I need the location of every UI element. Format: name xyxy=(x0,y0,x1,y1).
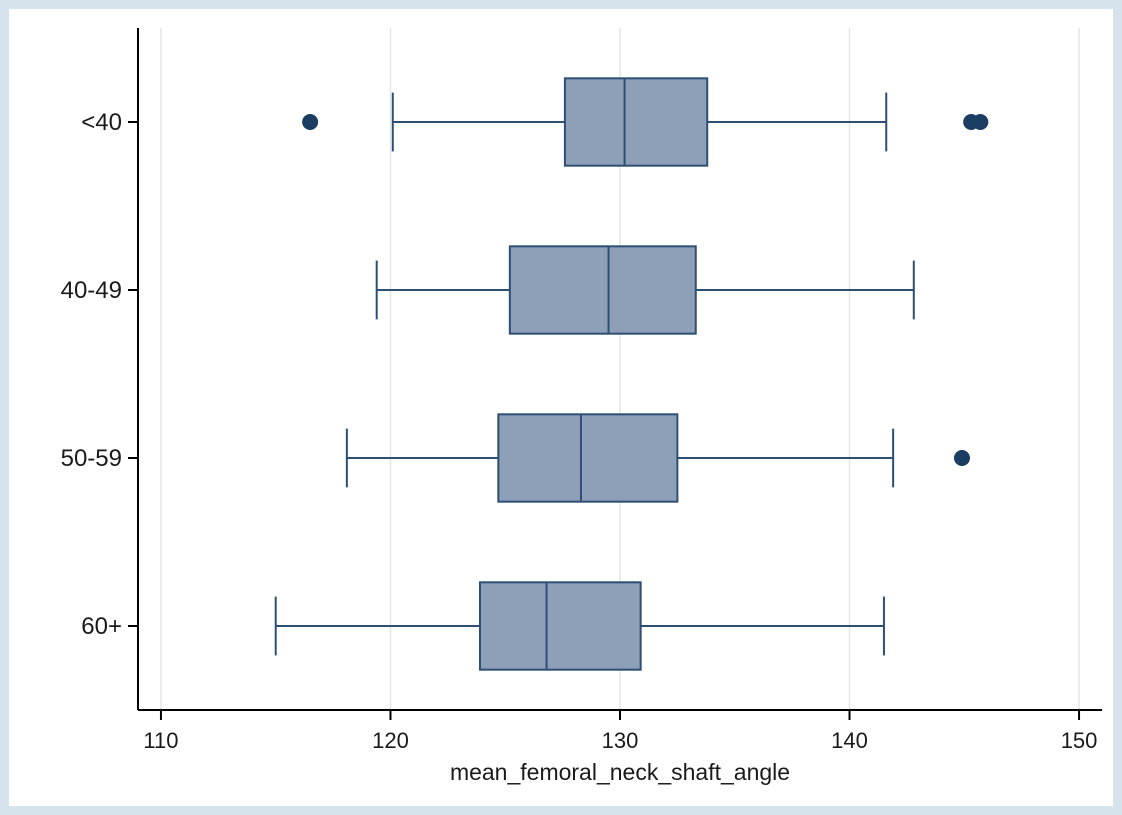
iqr-box xyxy=(497,413,679,503)
x-tick-label: 140 xyxy=(831,728,868,753)
y-category-label: <40 xyxy=(81,109,122,136)
outlier-point xyxy=(953,450,970,466)
y-category-label: 40-49 xyxy=(61,277,122,304)
axes: 110 120 130 140 150 <40 40-49 50-59 60+ xyxy=(61,28,1102,753)
box-group-5059 xyxy=(345,413,970,503)
outlier-point xyxy=(302,114,319,130)
boxes xyxy=(274,77,989,671)
x-tick-label: 120 xyxy=(372,728,409,753)
box-group-40 xyxy=(302,77,989,167)
iqr-box xyxy=(478,581,642,671)
x-axis-title: mean_femoral_neck_shaft_angle xyxy=(450,759,790,785)
chart-background xyxy=(9,9,1113,806)
x-tick-label: 110 xyxy=(143,728,178,753)
outlier-point xyxy=(972,114,989,130)
box-group-60 xyxy=(274,581,885,671)
iqr-box xyxy=(508,245,697,335)
box-group-4049 xyxy=(375,245,915,335)
iqr-box xyxy=(563,77,709,167)
y-category-label: 50-59 xyxy=(61,445,122,472)
x-tick-label: 150 xyxy=(1061,728,1098,753)
y-category-label: 60+ xyxy=(81,613,122,640)
x-tick-label: 130 xyxy=(602,728,639,753)
